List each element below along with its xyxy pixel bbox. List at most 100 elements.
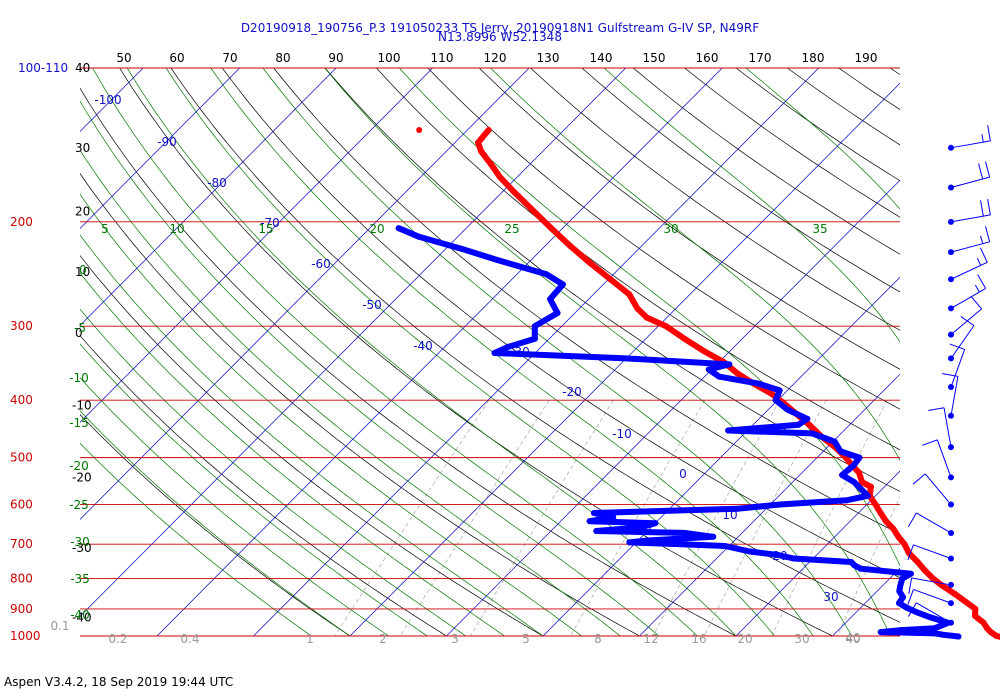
temperature-point [872, 501, 879, 508]
wind-barb-flag [949, 343, 965, 350]
moist-adiabat [80, 149, 621, 637]
dewpoint-point [725, 427, 732, 434]
moist-adiabat [324, 68, 891, 637]
moist-adiabat-label: -40 [70, 608, 90, 622]
mixing-ratio-label: 20 [737, 632, 752, 646]
temperature-point [867, 483, 874, 490]
dewpoint-point [784, 406, 791, 413]
temperature-point [626, 291, 633, 298]
dry-adiabat [80, 172, 640, 637]
mixing-ratio-label: 2 [379, 632, 387, 646]
wind-barb-flag [980, 200, 984, 217]
isotherm-label: 40 [845, 631, 860, 645]
dewpoint-point [505, 343, 512, 350]
moist-adiabat-label: -35 [70, 572, 90, 586]
top-axis-label: 150 [643, 51, 666, 65]
dewpoint-point [809, 430, 816, 437]
top-axis-label: 110 [431, 51, 454, 65]
dewpoint-point [795, 421, 802, 428]
dewpoint-point [903, 604, 910, 611]
temperature-point [806, 421, 813, 428]
isotherm-line [639, 373, 900, 637]
isotherm-label: -80 [207, 176, 227, 190]
top-axis-label: 50 [116, 51, 131, 65]
pressure-label: 200 [10, 215, 33, 229]
dewpoint-point [877, 629, 884, 636]
wind-barb-flag [928, 407, 945, 412]
dewpoint-point [804, 415, 811, 422]
dewpoint-point [531, 335, 538, 342]
isotherm-label: -70 [260, 216, 280, 230]
wind-barb-flag [907, 589, 914, 605]
moist-adiabat [262, 68, 853, 637]
dewpoint-point [559, 281, 566, 288]
mixing-ratio-label: 5 [522, 632, 530, 646]
top-axis-label: 180 [802, 51, 825, 65]
dewpoint-point [395, 225, 402, 232]
temperature-point [607, 276, 614, 283]
top-axis-label: 190 [855, 51, 878, 65]
wind-barb-staff [916, 512, 952, 534]
dewpoint-point [907, 570, 914, 577]
moist-adiabat [603, 68, 900, 343]
wind-barb-half-flag [976, 257, 982, 266]
moist-adiabat [490, 68, 900, 461]
wind-barb-staff [936, 439, 952, 478]
wind-barb-staff [950, 140, 991, 149]
moist-adiabat-label: -25 [69, 498, 89, 512]
height-label: 20 [75, 204, 90, 218]
wind-barb-flag [980, 247, 988, 263]
isotherm-line [832, 567, 900, 637]
top-axis-label: 140 [590, 51, 613, 65]
dry-adiabat [581, 68, 900, 293]
temperature-point [662, 323, 669, 330]
isotherm-label: -60 [311, 257, 331, 271]
dewpoint-point [626, 539, 633, 546]
wind-barb-half-flag [974, 284, 980, 293]
dry-adiabat [941, 68, 1000, 636]
wind-barb-flag [970, 296, 983, 310]
wind-barb-staff [950, 376, 959, 416]
dry-adiabat [119, 68, 833, 637]
isotherm-line [80, 68, 530, 520]
temperature-point [952, 591, 959, 598]
moist-adiabat-label: -15 [69, 416, 89, 430]
dewpoint-point [772, 397, 779, 404]
dewpoint-point [543, 271, 550, 278]
temperature-point [528, 205, 535, 212]
moist-adiabat-label: -30 [70, 535, 90, 549]
wind-barb-flag [985, 226, 991, 242]
dewpoint-point [896, 588, 903, 595]
top-axis-label: 130 [537, 51, 560, 65]
dewpoint-point [531, 323, 538, 330]
temperature-trace [475, 127, 1000, 640]
dry-adiabat [632, 68, 900, 255]
moist-adiabat-label: -20 [69, 459, 89, 473]
mixing-ratio-line [896, 626, 900, 637]
dewpoint-point [850, 462, 857, 469]
isotherm-label: -100 [94, 93, 121, 107]
wind-barb-staff [924, 473, 952, 505]
dry-adiabat [80, 255, 544, 637]
dewpoint-point [638, 524, 645, 531]
dewpoint-point [590, 509, 597, 516]
dewpoint-point [899, 594, 906, 601]
wind-barb-flag [907, 602, 917, 617]
dewpoint-point [652, 520, 659, 527]
mixing-ratio-line [334, 400, 490, 637]
dewpoint-point [746, 548, 753, 555]
pressure-label: 800 [10, 572, 33, 586]
temperature-point [895, 533, 902, 540]
temperature-point [478, 148, 485, 155]
moist-adiabat [399, 68, 900, 567]
top-axis-label: 170 [749, 51, 772, 65]
dewpoint-point [955, 633, 962, 640]
temperature-point [567, 243, 574, 250]
temperature-point [859, 479, 866, 486]
moist-adiabat-top-label: 30 [663, 222, 678, 236]
mixing-ratio-line [400, 400, 550, 637]
dewpoint-point [837, 448, 844, 455]
mixing-ratio-label: 0.2 [108, 632, 127, 646]
wind-barb-flag [978, 163, 984, 180]
